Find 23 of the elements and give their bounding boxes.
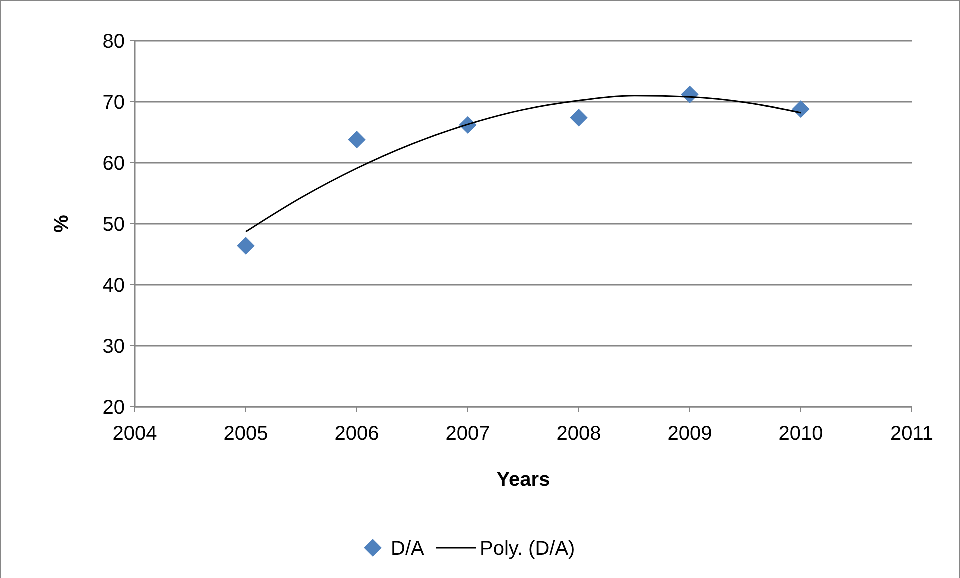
y-axis-title: % [51, 214, 73, 233]
x-tick-label: 2011 [890, 423, 934, 445]
y-tick-label: 70 [102, 92, 125, 114]
x-tick-label: 2005 [224, 423, 268, 445]
x-tick-label: 2009 [668, 423, 712, 445]
point [792, 100, 810, 118]
x-tick-label: 2004 [112, 423, 158, 445]
point [237, 237, 255, 255]
y-tick-label: 80 [102, 31, 125, 53]
point [570, 109, 588, 127]
x-tick-label: 2010 [778, 423, 824, 445]
y-tick-label: 60 [102, 153, 125, 175]
y-tick-label: 30 [102, 336, 125, 358]
y-tick-label: 20 [102, 397, 125, 419]
legend-label: D/A [391, 538, 425, 560]
x-tick-label: 2007 [446, 423, 490, 445]
x-tick-label: 2008 [556, 423, 602, 445]
x-tick-label: 2006 [334, 423, 380, 445]
legend-label: Poly. (D/A) [480, 538, 576, 560]
point [348, 130, 366, 149]
y-tick-label: 50 [102, 214, 125, 236]
x-axis-title: Years [496, 469, 550, 491]
y-tick-label: 40 [102, 275, 125, 297]
